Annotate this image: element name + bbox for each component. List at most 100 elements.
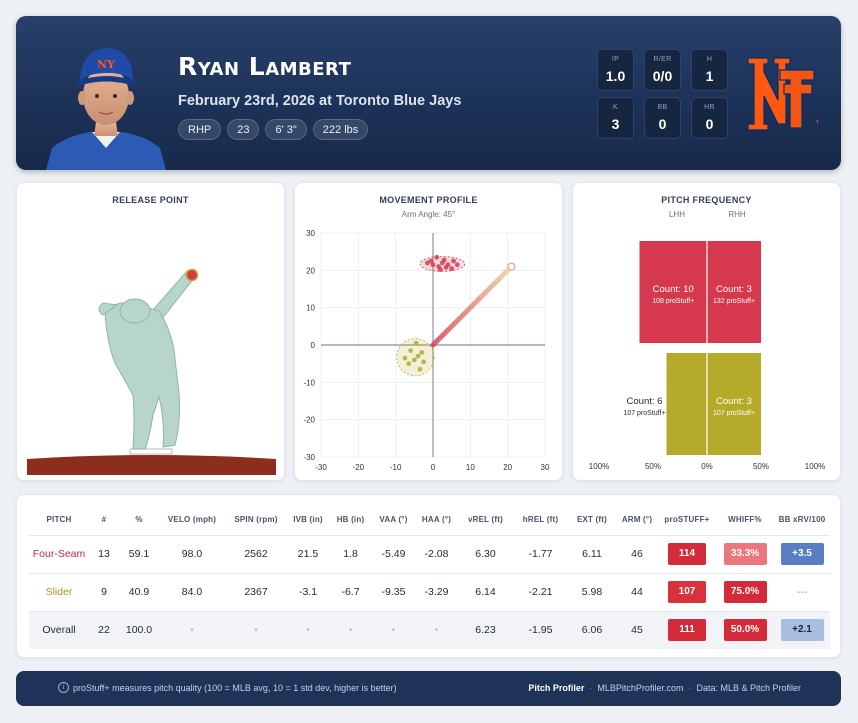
pitch-haa: • bbox=[415, 610, 458, 649]
freq-x-tick: 50% bbox=[645, 462, 661, 471]
pitch-point-slider bbox=[408, 348, 413, 353]
xrv-badge: +3.5 bbox=[780, 543, 824, 565]
col-ext: EXT (ft) bbox=[576, 515, 608, 525]
pitch-point-slider bbox=[415, 353, 421, 359]
freq-stuff-rhh: 107 proStuff+ bbox=[713, 410, 755, 417]
pitch-point-four-seam bbox=[428, 258, 434, 264]
pitch-velo: 84.0 bbox=[159, 572, 225, 611]
movement-profile-chart: -30 -20 -10 0 10 20 30 30 20 10 0 -10 -20 -30 bbox=[303, 229, 550, 472]
col-prostuff: proSTUFF+ bbox=[664, 515, 710, 525]
pitch-pct: 40.9 bbox=[119, 572, 159, 611]
freq-x-tick: 100% bbox=[589, 462, 609, 471]
x-tick-label: -20 bbox=[353, 463, 365, 472]
stat-hr: HR 0 bbox=[691, 97, 728, 139]
freq-bar-lhh-slider bbox=[666, 353, 707, 455]
pitch-vrel: 6.23 bbox=[458, 610, 513, 649]
xrv-empty: --- bbox=[796, 586, 808, 598]
y-tick-label: 20 bbox=[306, 266, 315, 275]
pitch-point-four-seam bbox=[434, 254, 440, 260]
chip-weight: 222 lbs bbox=[312, 119, 369, 140]
prostuff-badge: 107 bbox=[668, 581, 706, 603]
footer-data-source: Data: MLB & Pitch Profiler bbox=[696, 683, 801, 693]
pitch-haa: -2.08 bbox=[415, 534, 458, 573]
svg-text:TM: TM bbox=[815, 120, 818, 126]
freq-count-rhh: Count: 3 bbox=[716, 284, 752, 295]
pitch-point-slider bbox=[417, 366, 423, 372]
movement-profile-card: MOVEMENT PROFILE Arm Angle: 45° -30 -20 -1… bbox=[294, 182, 563, 481]
release-point-marker bbox=[185, 268, 199, 282]
footer-credits: Pitch Profiler · MLBPitchProfiler.com · Data… bbox=[528, 683, 801, 693]
pitch-arm: 45 bbox=[616, 610, 658, 649]
col-pct: % bbox=[135, 515, 143, 525]
pitch-spin: 2562 bbox=[225, 534, 287, 573]
col-vaa: VAA (°) bbox=[379, 515, 408, 525]
col-pitch: PITCH bbox=[46, 515, 72, 525]
freq-stuff-lhh: 108 proStuff+ bbox=[652, 298, 694, 305]
player-header: NY Ryan Lambert February 23rd, 2026 at T… bbox=[16, 16, 841, 170]
y-tick-label: 0 bbox=[311, 341, 316, 350]
pitch-haa: -3.29 bbox=[415, 572, 458, 611]
pitch-count: 22 bbox=[89, 610, 119, 649]
freq-bar-lhh-four-seam bbox=[639, 241, 707, 343]
movement-profile-title: MOVEMENT PROFILE bbox=[379, 195, 478, 205]
pitch-frequency-chart: LHH RHH Count: 10 108 proStuff+ Count: 3 132 … bbox=[589, 210, 825, 471]
chip-age: 23 bbox=[227, 119, 260, 140]
pitch-spin: • bbox=[225, 610, 287, 649]
game-date-opponent: February 23rd, 2026 at Toronto Blue Jays bbox=[178, 93, 462, 109]
arm-angle-label: Arm Angle: 45° bbox=[401, 210, 456, 219]
col-hb: HB (in) bbox=[336, 515, 365, 525]
pitching-rubber bbox=[129, 448, 173, 455]
freq-x-tick: 50% bbox=[753, 462, 769, 471]
x-tick-label: -30 bbox=[315, 463, 327, 472]
pitch-point-four-seam bbox=[443, 264, 449, 270]
lhh-label: LHH bbox=[669, 210, 685, 219]
table-header-row: PITCH # % VELO (mph) SPIN (rpm) IVB (in)… bbox=[29, 505, 830, 535]
table-row-overall: Overall 22 100.0 • • • • • • 6.23 -1.95 … bbox=[29, 610, 830, 649]
pitch-point-slider bbox=[421, 359, 427, 365]
y-tick-label: 30 bbox=[306, 229, 315, 238]
pitch-point-slider bbox=[413, 340, 419, 346]
y-tick-label: -20 bbox=[303, 416, 315, 425]
footer-site-link[interactable]: MLBPitchProfiler.com bbox=[597, 683, 684, 693]
prostuff-badge: 114 bbox=[668, 543, 706, 565]
pitch-hb: -6.7 bbox=[329, 572, 372, 611]
pitch-metrics-table: PITCH # % VELO (mph) SPIN (rpm) IVB (in)… bbox=[29, 505, 830, 649]
pitch-point-four-seam bbox=[451, 258, 456, 264]
stat-bb: BB 0 bbox=[644, 97, 681, 139]
freq-count-rhh: Count: 3 bbox=[716, 396, 752, 407]
whiff-badge: 33.3% bbox=[723, 543, 767, 565]
mets-logo-icon: TM bbox=[747, 57, 818, 131]
freq-x-tick: 100% bbox=[805, 462, 825, 471]
pitch-pct: 100.0 bbox=[119, 610, 159, 649]
pitch-spin: 2367 bbox=[225, 572, 287, 611]
release-point-title: RELEASE POINT bbox=[112, 195, 189, 205]
pitch-hrel: -1.95 bbox=[513, 610, 568, 649]
chip-throws: RHP bbox=[178, 119, 222, 140]
pitch-hb: • bbox=[329, 610, 372, 649]
pitch-vaa: • bbox=[372, 610, 415, 649]
player-headshot: NY bbox=[46, 48, 166, 170]
pitch-pct: 59.1 bbox=[119, 534, 159, 573]
info-icon: i bbox=[58, 682, 69, 693]
pitch-ivb: • bbox=[287, 610, 329, 649]
col-haa: HAA (°) bbox=[421, 515, 452, 525]
pitch-cluster-slider bbox=[396, 338, 435, 377]
pitch-point-slider bbox=[402, 355, 408, 361]
freq-count-lhh: Count: 10 bbox=[653, 284, 694, 295]
x-tick-label: 0 bbox=[431, 463, 436, 472]
pitcher-silhouette bbox=[98, 270, 196, 450]
stat-r-er: R/ER 0/0 bbox=[644, 49, 681, 91]
pitch-point-four-seam bbox=[438, 267, 443, 272]
pitch-ivb: 21.5 bbox=[287, 534, 329, 573]
x-tick-label: 30 bbox=[541, 463, 550, 472]
pitch-point-slider bbox=[419, 350, 425, 355]
pitch-ext: 5.98 bbox=[568, 572, 616, 611]
pitch-point-slider bbox=[406, 361, 412, 367]
col-xrv: BB xRV/100 bbox=[778, 515, 826, 525]
pitching-mound bbox=[27, 455, 276, 475]
x-tick-label: 10 bbox=[466, 463, 475, 472]
pitch-point-four-seam bbox=[449, 266, 455, 271]
